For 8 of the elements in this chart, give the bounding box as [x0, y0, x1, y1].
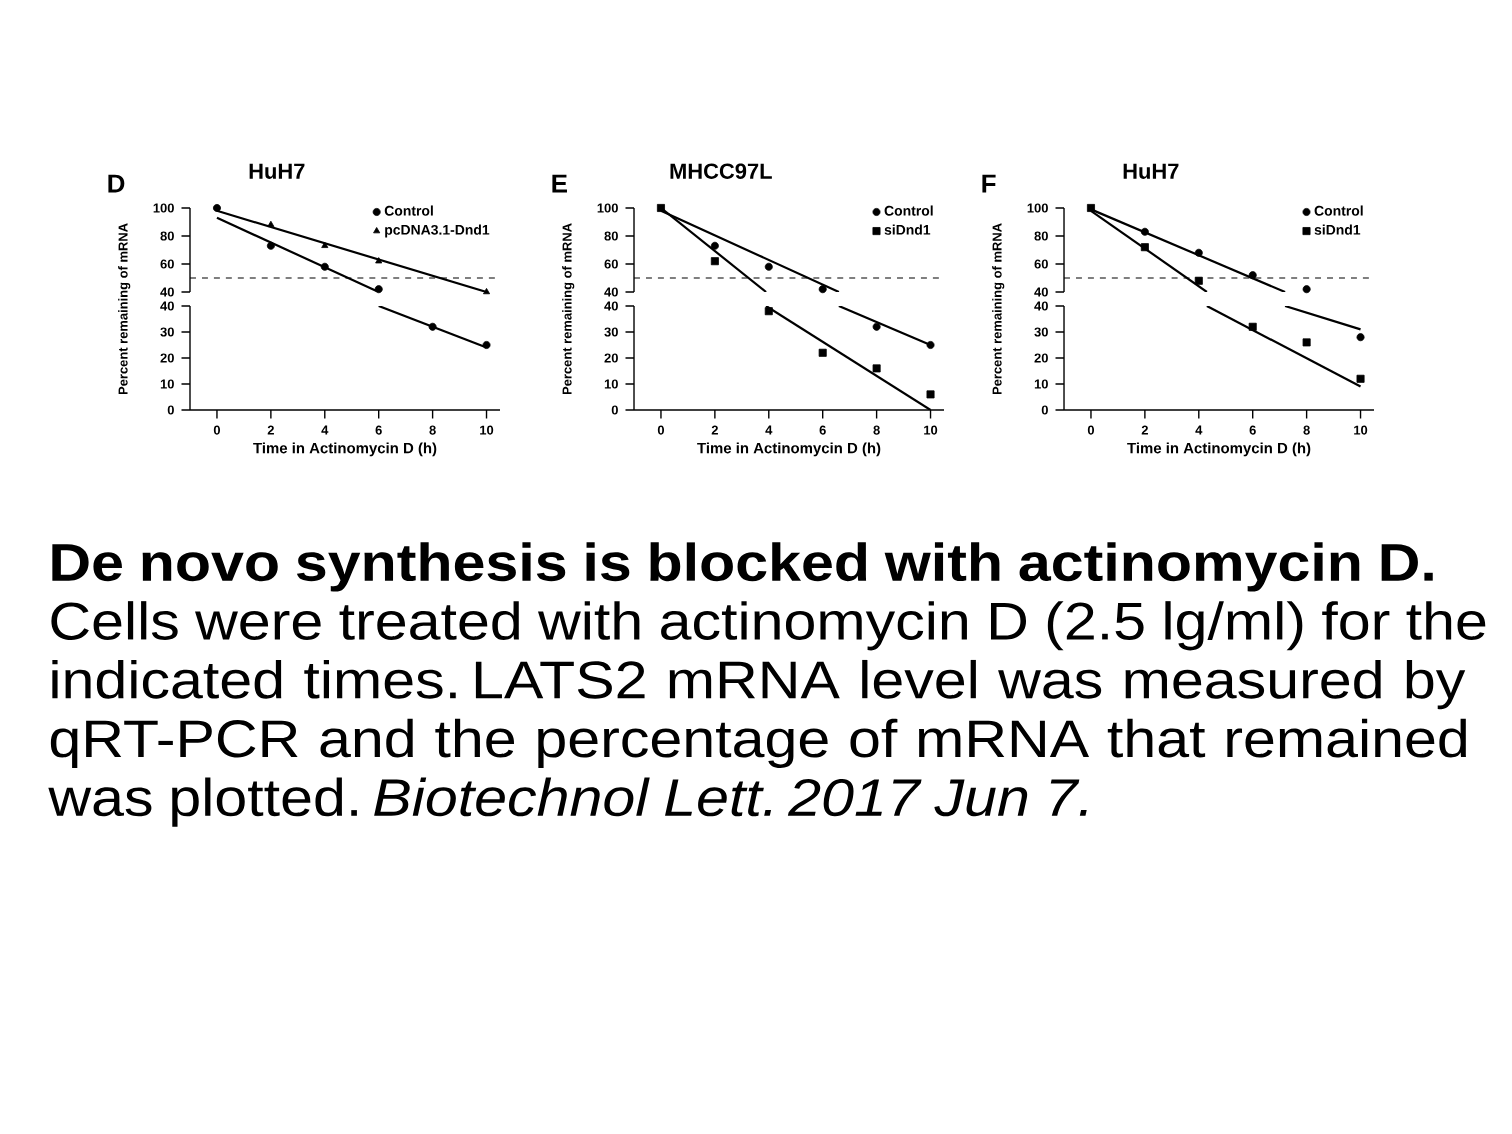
chart-title: HuH7	[1123, 163, 1179, 179]
text: Cells were treated with actinomycin D (2.5 lg/ml) for the indicated times. LATS2 mRNA level was measured by qRT-PCR and the percentage of mRNA that remained was plotted. Biotechnol Lett. 2017 Jun 7.	[48, 601, 1486, 827]
chart-title: HuH7	[249, 163, 305, 179]
text: D	[108, 174, 125, 193]
text: De novo synthesis is blocked with actinomycin D.	[52, 542, 1433, 592]
text: E	[552, 174, 567, 193]
chart-title: MHCC97L	[670, 163, 772, 179]
text: F	[982, 174, 996, 193]
